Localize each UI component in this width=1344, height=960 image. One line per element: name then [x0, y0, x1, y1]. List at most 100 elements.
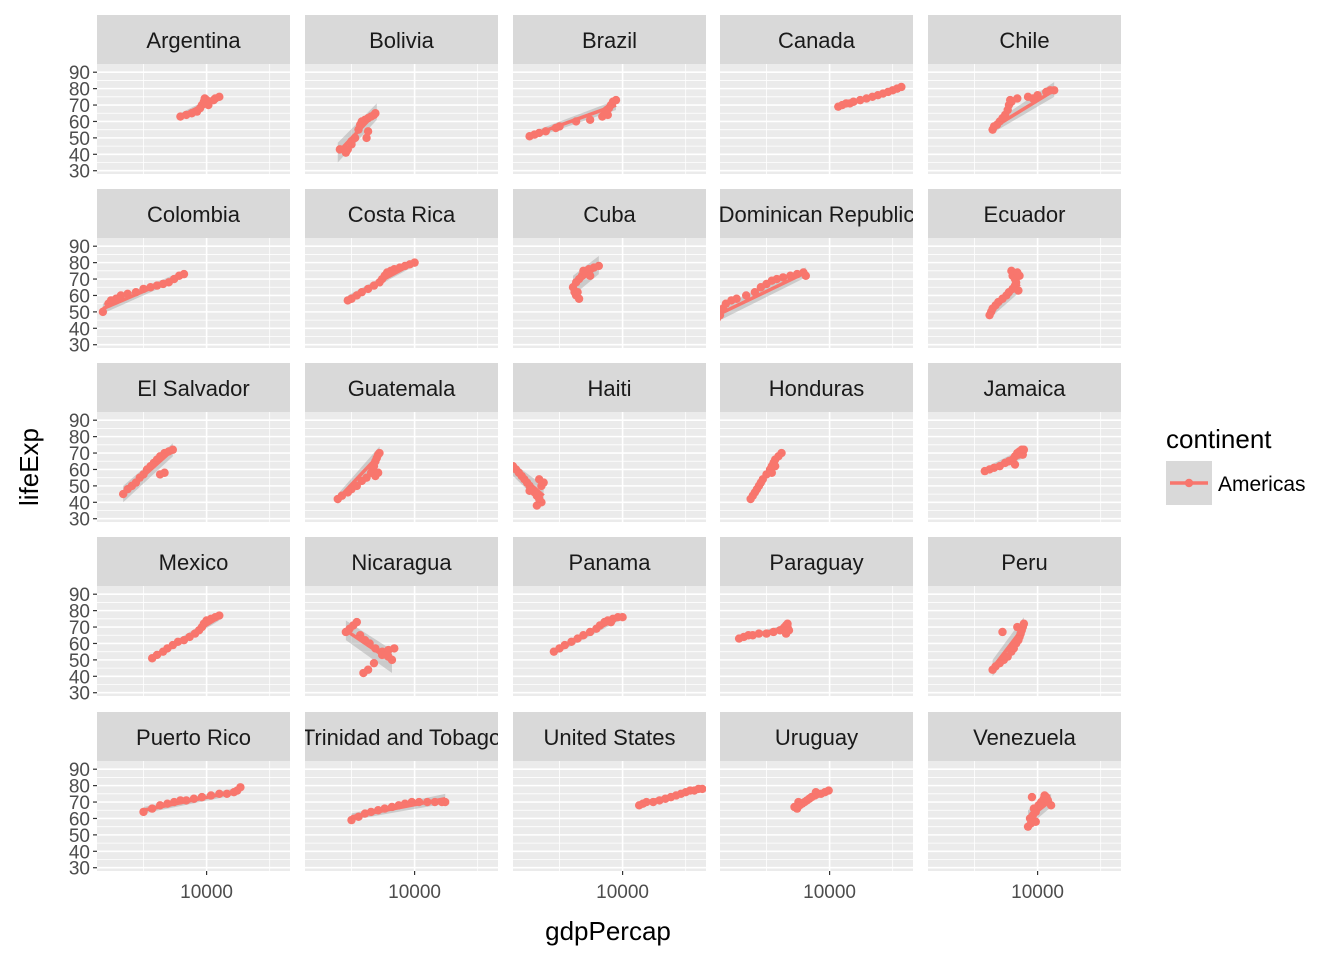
facet-panel: Canada — [720, 15, 913, 174]
y-tick-label: 30 — [69, 510, 90, 531]
facet-panel-bg — [720, 586, 913, 696]
data-point — [423, 797, 432, 807]
facet-plot-area — [118, 443, 178, 503]
data-point — [537, 481, 546, 491]
facet-plot-area — [343, 258, 419, 305]
data-point — [215, 611, 224, 620]
facet-panel-bg — [305, 586, 498, 696]
facet-strip-label: Cuba — [583, 202, 636, 227]
data-point — [1027, 792, 1037, 802]
data-point — [373, 468, 383, 477]
facet-strip — [928, 189, 1121, 238]
data-point — [794, 797, 803, 807]
facet-panel-bg — [97, 761, 290, 871]
facet-panel: Trinidad and Tobago 10000 — [305, 712, 498, 903]
data-point — [347, 136, 356, 146]
facet-strip — [97, 15, 290, 64]
data-point — [525, 486, 534, 496]
y-tick-label: 40 — [69, 145, 90, 166]
data-point — [642, 797, 651, 807]
facet-strip — [513, 712, 706, 761]
data-point — [377, 650, 387, 660]
legend-title: continent — [1166, 424, 1272, 454]
facet-strip — [928, 712, 1121, 761]
facet-panel: Honduras — [720, 363, 913, 522]
data-point — [131, 287, 141, 297]
x-tick-label: 10000 — [1011, 882, 1064, 903]
data-point — [555, 122, 564, 131]
data-point — [362, 133, 371, 143]
y-tick-label: 50 — [69, 477, 90, 498]
y-tick-label: 70 — [69, 793, 90, 814]
data-point — [179, 269, 189, 279]
facet-strip — [305, 15, 498, 64]
data-point — [371, 644, 380, 653]
data-point — [698, 784, 706, 794]
facet-panel: Haiti — [513, 363, 706, 522]
facet-strip-label: Honduras — [769, 376, 864, 401]
y-tick-label: 50 — [69, 651, 90, 672]
facet-strip — [928, 363, 1121, 412]
data-point — [579, 631, 588, 640]
facet-panel: Ecuador — [928, 189, 1121, 348]
data-point — [139, 807, 148, 817]
facet-strip — [513, 189, 706, 238]
y-tick-label: 60 — [69, 634, 90, 655]
facet-strip-label: Paraguay — [769, 550, 863, 575]
facet-panel: Chile — [928, 15, 1121, 174]
y-tick-label: 40 — [69, 319, 90, 340]
facet-strip — [97, 363, 290, 412]
facet-panel-bg — [720, 761, 913, 871]
facet-plot-area — [347, 793, 450, 825]
data-point — [366, 807, 376, 817]
facet-plot-area — [549, 612, 627, 656]
y-tick-label: 50 — [69, 826, 90, 847]
facet-panel: Paraguay — [720, 537, 913, 696]
facet-strip-label: Argentina — [146, 28, 241, 53]
y-tick-label: 70 — [69, 96, 90, 117]
data-point — [811, 787, 821, 797]
facet-strip — [97, 712, 290, 761]
data-point — [770, 461, 780, 471]
data-point — [400, 799, 410, 808]
data-point — [363, 127, 373, 136]
facet-strip-label: Uruguay — [775, 725, 858, 750]
facet-strip — [720, 712, 913, 761]
facet-panel: Nicaragua — [305, 537, 498, 696]
data-point — [618, 612, 627, 622]
data-point — [1018, 450, 1027, 459]
data-point — [1010, 460, 1020, 469]
data-point — [215, 92, 224, 102]
data-point — [560, 640, 570, 650]
data-point — [169, 797, 179, 807]
facet-strip-label: Nicaragua — [351, 550, 452, 575]
facet-panel-bg — [305, 761, 498, 871]
data-point — [571, 117, 581, 126]
data-point — [387, 802, 397, 812]
data-point — [375, 448, 384, 458]
data-point — [387, 655, 397, 665]
data-point — [168, 445, 178, 454]
facet-strip-label: Dominican Republic — [719, 202, 915, 227]
facet-plot-area — [176, 92, 224, 121]
facet-plot-area — [335, 103, 380, 163]
facet-strip — [97, 189, 290, 238]
y-tick-label: 30 — [69, 162, 90, 183]
facet-strip-label: Ecuador — [984, 202, 1066, 227]
facet-panel-bg — [928, 761, 1121, 871]
facet-strip-label: Costa Rica — [348, 202, 456, 227]
data-point — [741, 291, 751, 300]
facet-plot-area — [525, 95, 621, 141]
data-point — [139, 284, 148, 294]
data-point — [359, 668, 368, 678]
legend-key-point — [1184, 478, 1194, 488]
facet-panel-bg — [928, 412, 1121, 522]
y-tick-label: 80 — [69, 777, 90, 798]
data-point — [585, 627, 595, 637]
facet-panel-bg — [720, 412, 913, 522]
facet-panel: Brazil — [513, 15, 706, 174]
facet-panel: Cuba — [513, 189, 706, 348]
facet-plot-area — [980, 445, 1029, 476]
